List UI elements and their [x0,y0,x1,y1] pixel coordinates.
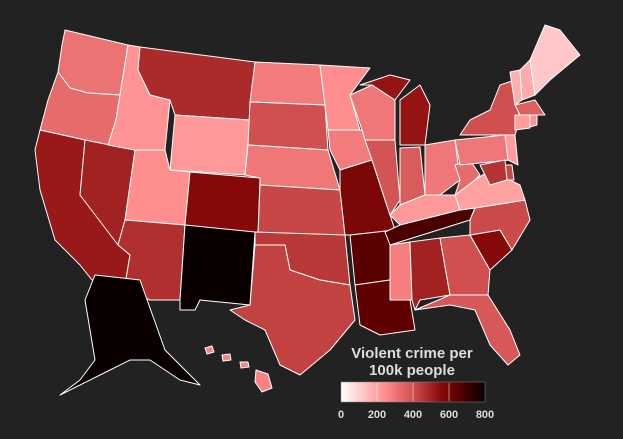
colorbar-tick-label: 800 [476,409,494,421]
legend-title-line2: 100k people [369,362,455,379]
legend: Violent crime per 100k people 0 200 400 600… [338,345,494,421]
state-nm [179,224,256,311]
state-ms [389,241,413,301]
colorbar-tick-label: 0 [338,409,344,421]
state-ri [529,114,538,128]
states-layer [34,24,581,396]
state-ks [257,184,346,236]
state-ny [459,79,521,136]
state-co [184,171,261,236]
state-nd [249,61,326,106]
state-mi [359,74,431,146]
state-oh [424,139,461,196]
state-me [529,24,581,96]
state-hi [204,345,273,393]
state-tx [229,244,356,376]
state-ct [514,114,531,131]
colorbar-tick-label: 400 [404,409,422,421]
colorbar-tick-label: 600 [440,409,458,421]
legend-title-line1: Violent crime per [351,345,473,362]
state-wy [169,114,251,176]
state-sd [247,101,329,151]
colorbar-tick-label: 200 [368,409,386,421]
state-fl [414,294,521,366]
state-ga [439,234,491,296]
state-ak [59,274,201,396]
state-md [479,159,508,186]
state-nj [504,134,519,166]
state-ma [514,99,546,116]
